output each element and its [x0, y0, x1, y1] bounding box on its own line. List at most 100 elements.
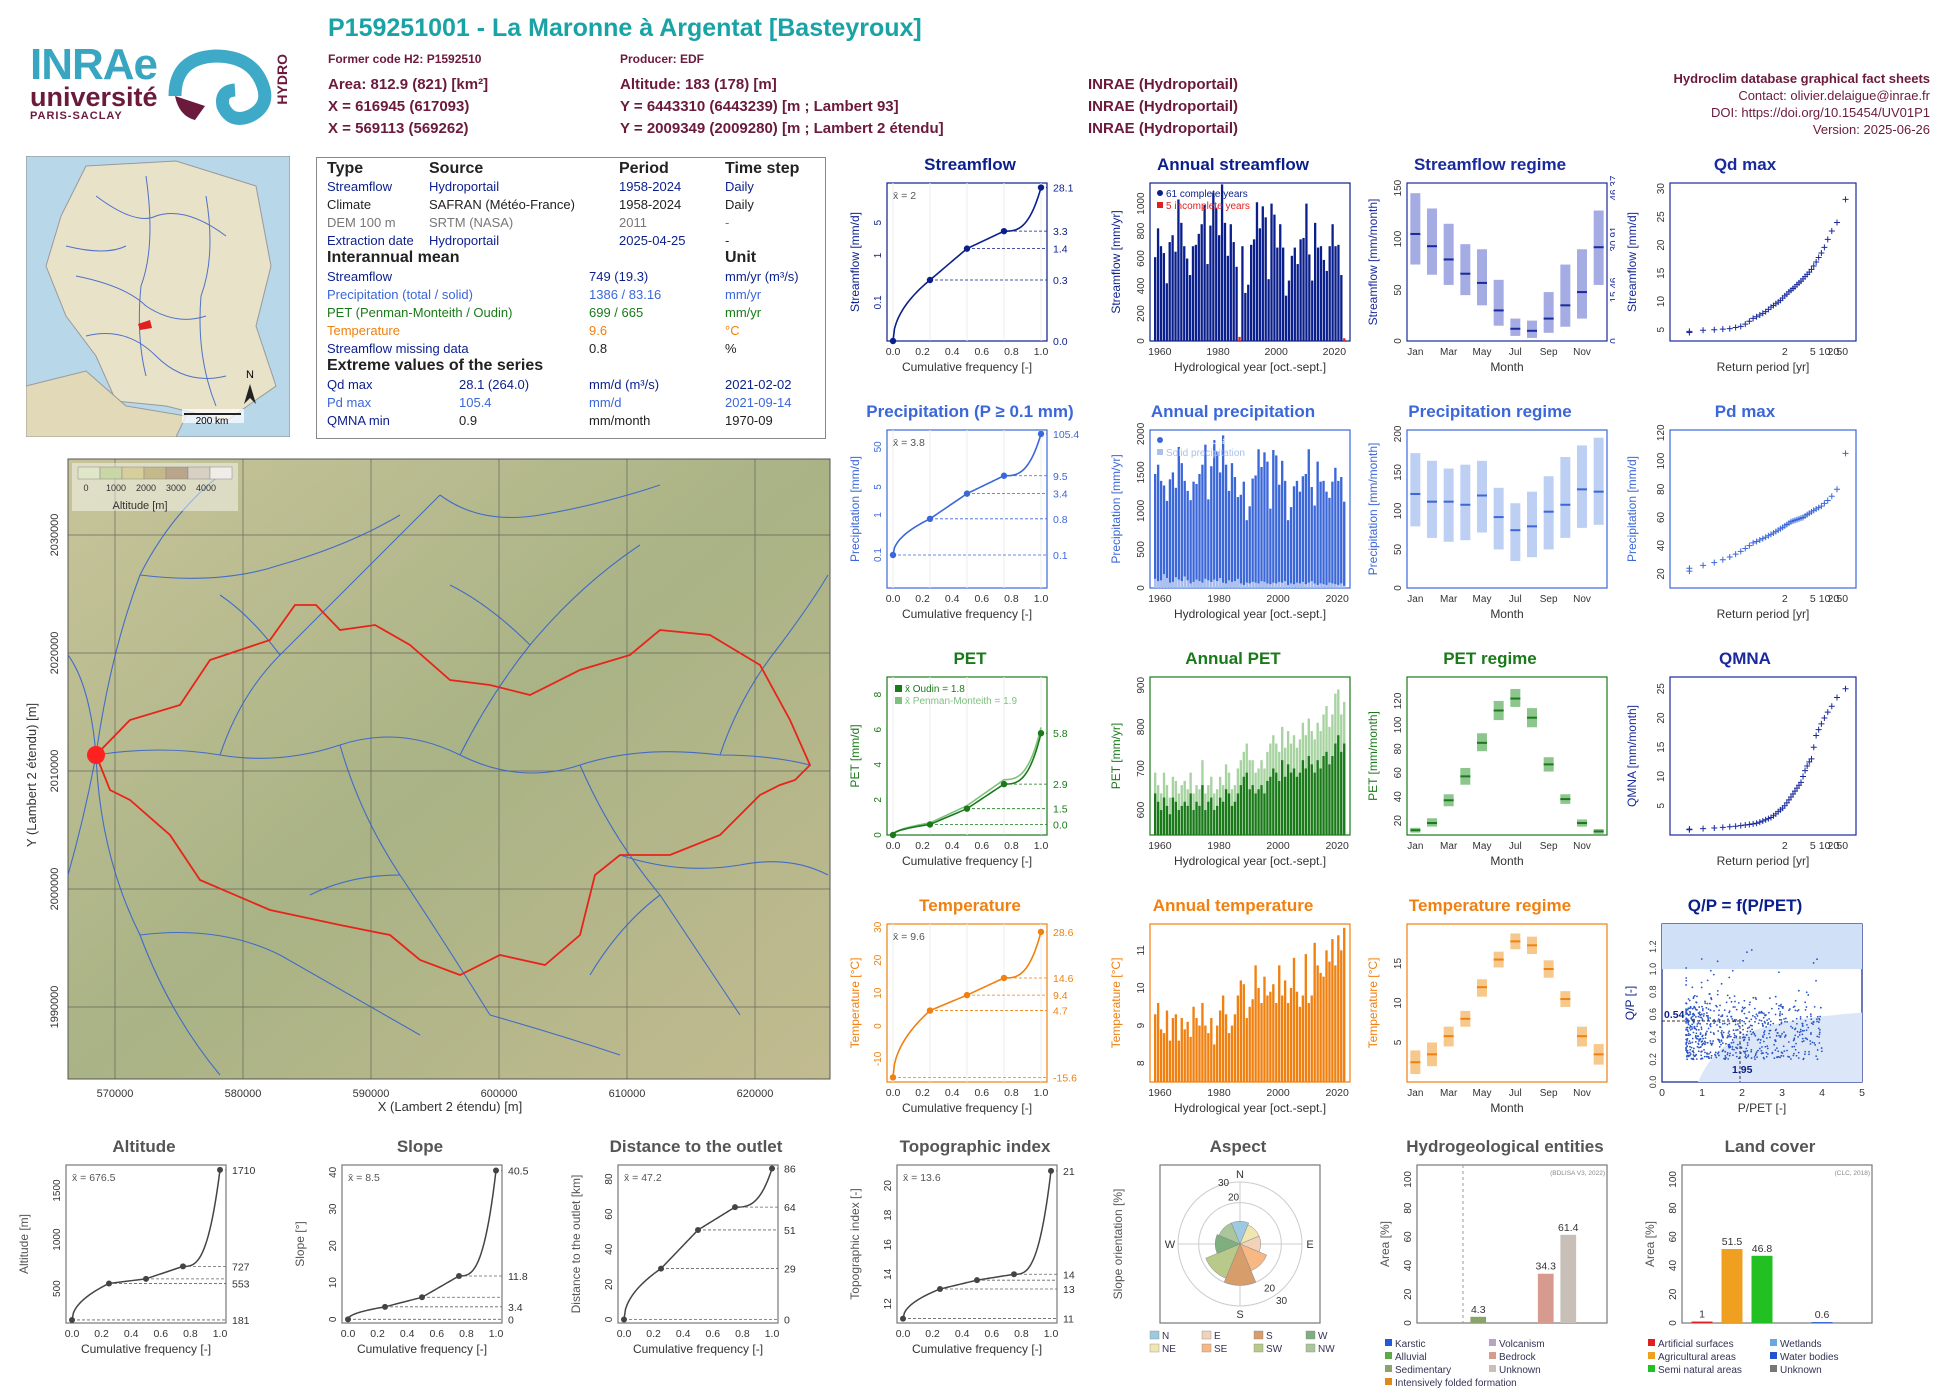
bar-solid — [1275, 583, 1278, 588]
altitude-chart-title: Altitude — [112, 1137, 176, 1156]
qp-chart-svg: 0.541.950 1 2 3 4 50.00.20.40.60.81.01.2P/PET… — [1623, 923, 1865, 1115]
x-tick-label: 0.0 — [617, 1328, 632, 1340]
altitude-chart: Altitude 1710 727 553 181 500 1000 1500 0.0 0.2 0.… — [14, 1137, 274, 1375]
scatter-point — [1782, 1055, 1785, 1057]
bar-solid — [1337, 584, 1340, 588]
quantile-box — [1427, 460, 1437, 538]
scatter-point — [1687, 1030, 1689, 1033]
ex-label: Qd max — [327, 377, 373, 392]
bar — [1236, 793, 1240, 835]
x-tick-label: 1960 — [1148, 346, 1172, 358]
scatter-point — [1818, 1036, 1820, 1038]
quantile-point — [1000, 472, 1008, 479]
bar — [1270, 203, 1273, 341]
y-tick-label: 0.2 — [1648, 1053, 1658, 1066]
extreme-title: Extreme values of the series — [327, 357, 544, 374]
y-tick-label: 60 — [1668, 1231, 1679, 1243]
bar-solid — [1239, 583, 1243, 588]
bar — [1307, 756, 1310, 835]
scatter-point — [1685, 1020, 1687, 1023]
legend-swatch — [1157, 202, 1163, 208]
scatter-point — [1790, 1025, 1792, 1028]
ex-label: Pd max — [327, 395, 372, 410]
data-point — [1732, 823, 1739, 830]
scatter-point — [1794, 1034, 1797, 1037]
doi-link[interactable]: DOI: https://doi.org/10.15454/UV01P1 — [1711, 105, 1930, 120]
data-point — [1762, 816, 1769, 823]
bar — [1319, 246, 1323, 341]
scatter-point — [1728, 1035, 1730, 1038]
data-point — [1818, 720, 1825, 727]
scatter-point — [1701, 1018, 1704, 1020]
river — [449, 584, 531, 646]
x-axis-label: Cumulative frequency [-] — [357, 1342, 487, 1356]
src-row-source: Hydroportail — [429, 179, 500, 194]
qmna-chart: QMNA 2 5 10 20 50 5 10 15 20 25 Return period [yr] Q… — [1620, 649, 1870, 889]
bar — [1216, 451, 1219, 588]
scatter-point — [1716, 1052, 1719, 1055]
scatter-point — [1746, 1041, 1749, 1044]
quantile-point — [769, 1165, 775, 1172]
scatter-point — [1820, 1050, 1823, 1053]
quantile-point — [382, 1303, 388, 1310]
y-tick-label: 40 — [1403, 1260, 1414, 1272]
bar — [1340, 950, 1343, 1082]
bar — [1248, 1006, 1251, 1082]
scatter-point — [1691, 1027, 1694, 1030]
former-code: Former code H2: P1592510 — [328, 52, 482, 66]
x-tick-label: 0.8 — [183, 1328, 198, 1340]
bar — [1171, 1018, 1175, 1082]
bar — [1319, 768, 1322, 835]
data-point — [1765, 815, 1772, 822]
x-axis-label: Cumulative frequency [-] — [902, 854, 1032, 868]
scatter-point — [1766, 1047, 1769, 1050]
y-axis-label: Q/P [-] — [1623, 986, 1637, 1020]
scatter-point — [1701, 1009, 1704, 1012]
left-tick-label: 0.1 — [873, 295, 884, 309]
bar — [1260, 785, 1263, 835]
scatter-point — [1788, 1009, 1790, 1012]
scatter-point — [1687, 1034, 1690, 1037]
hydrogeo-chart-title: Hydrogeological entities — [1406, 1137, 1604, 1156]
bar — [1331, 756, 1334, 835]
scatter-point — [1735, 1008, 1738, 1011]
quantile-box — [1443, 468, 1454, 542]
left-tick-label: 40 — [604, 1243, 615, 1255]
scatter-point — [1709, 992, 1711, 995]
scatter-point — [1697, 1022, 1700, 1024]
y-axis-label: PET [mm/month] — [1366, 711, 1380, 801]
legend-swatch — [1770, 1339, 1777, 1346]
scatter-point — [1692, 1047, 1695, 1050]
scatter-point — [1770, 1007, 1773, 1010]
x-tick-label: May — [1473, 1088, 1492, 1099]
scatter-point — [1743, 1006, 1746, 1009]
bar-solid — [1263, 581, 1266, 588]
data-point — [1750, 315, 1757, 322]
y-tick-label: 80 — [1656, 483, 1667, 495]
scatter-point — [1739, 1018, 1741, 1021]
right-tick-label: 0 — [784, 1314, 790, 1326]
scatter-point — [1773, 1043, 1776, 1046]
data-point — [1815, 726, 1822, 733]
bar-solid — [1156, 581, 1160, 588]
x-tick-label: 2 — [1782, 346, 1788, 358]
annual-streamflow-title: Annual streamflow — [1156, 155, 1310, 174]
bar — [1248, 506, 1251, 588]
x-tick-label: 0.4 — [955, 1328, 970, 1340]
bar-solid — [1171, 581, 1175, 588]
y-tick-label: 10 — [1393, 997, 1404, 1009]
y-tick-label: 20 — [1403, 1288, 1414, 1300]
contact: Contact: olivier.delaigue@inrae.fr — [1738, 88, 1930, 103]
scatter-point — [1686, 1049, 1689, 1052]
scatter-point — [1718, 1009, 1721, 1012]
bar — [1328, 246, 1331, 341]
bar — [1340, 477, 1343, 588]
streamflow-fdc: Streamflow 28.1 3.3 1.4 0.3 0.0 5 1 0.1 0.0 0.2 0.4… — [845, 155, 1095, 395]
scatter-point — [1741, 1006, 1744, 1009]
legend-label: Artificial surfaces — [1658, 1339, 1734, 1350]
right-tick-label: 181 — [232, 1315, 250, 1327]
quantile-point — [419, 1294, 425, 1301]
bar — [1192, 1006, 1195, 1082]
right-tick-label: 30.91 — [1609, 226, 1615, 251]
